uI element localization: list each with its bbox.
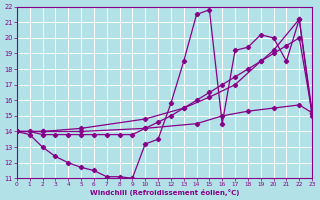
X-axis label: Windchill (Refroidissement éolien,°C): Windchill (Refroidissement éolien,°C) (90, 189, 239, 196)
